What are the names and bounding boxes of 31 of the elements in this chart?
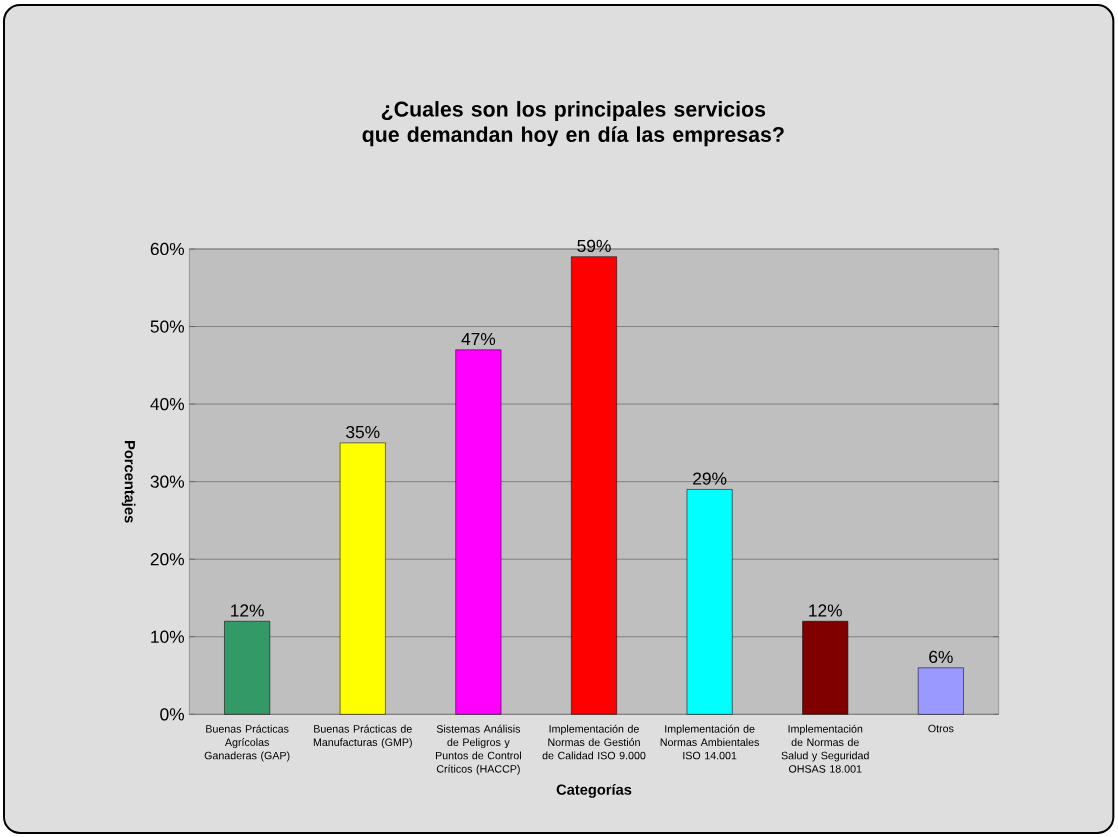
bar — [571, 256, 617, 715]
y-tick-label: 0% — [160, 708, 185, 721]
bar — [686, 489, 733, 715]
bar — [455, 349, 502, 715]
y-tick-label: 60% — [150, 242, 185, 256]
y-tick-label: 10% — [151, 630, 185, 643]
y-tick-label: 40% — [150, 397, 185, 411]
x-tick-label: Implementación de Normas de Salud y Seguridad OHSAS 18.001 — [781, 724, 869, 773]
x-tick-label: Buenas Prácticas de Manufacturas (GMP) — [313, 724, 412, 749]
data-label: 6% — [929, 650, 953, 664]
y-tick-label: 20% — [150, 553, 185, 566]
y-axis-title: Porcentajes — [121, 441, 136, 523]
x-tick-label: Implementación de Normas Ambientales ISO 14.001 — [660, 724, 760, 760]
bar — [224, 620, 271, 715]
y-tick-label: 50% — [150, 320, 185, 333]
chart-title: ¿Cuales son los principales servicios que demandan hoy en día las empresas? — [362, 101, 784, 147]
data-label: 47% — [461, 332, 496, 346]
bar — [802, 620, 849, 715]
x-axis-title: Categorías — [556, 783, 632, 798]
y-tick-label: 30% — [150, 475, 185, 488]
bar — [917, 667, 964, 715]
x-tick-label: Buenas Prácticas Agrícolas Ganaderas (GAP) — [204, 724, 290, 762]
x-tick-label: Otros — [928, 724, 954, 733]
data-label: 12% — [809, 604, 842, 617]
data-label: 12% — [231, 604, 264, 617]
bar — [339, 442, 386, 715]
data-label: 29% — [693, 472, 727, 485]
x-tick-label: Implementación de Normas de Gestión de Calidad ISO 9.000 — [542, 724, 646, 760]
x-tick-label: Sistemas Análisis de Peligros y Puntos de Control Críticos (HACCP) — [435, 724, 521, 775]
data-label: 59% — [577, 239, 611, 253]
data-label: 35% — [346, 425, 380, 439]
